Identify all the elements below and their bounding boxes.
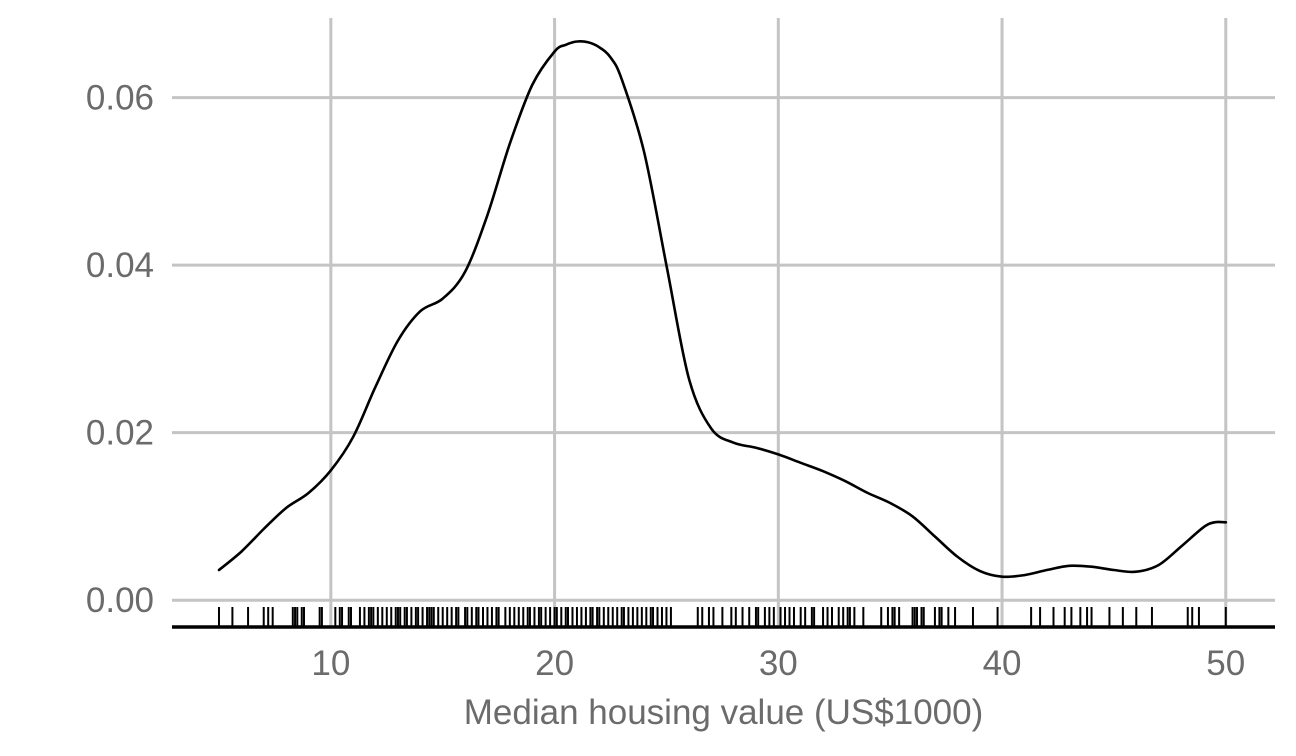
y-tick-label-3: 0.06: [86, 79, 154, 118]
rug-marks: [217, 607, 1227, 627]
x-tick-label-0: 10: [311, 644, 350, 683]
x-tick-label-2: 30: [759, 644, 798, 683]
y-tick-label-0: 0.00: [86, 581, 154, 620]
density-curve: [217, 39, 1228, 579]
y-tick-label-1: 0.02: [86, 414, 154, 453]
y-tick-labels: 0.00 0.02 0.04 0.06: [86, 79, 154, 621]
x-tick-labels: 10 20 30 40 50: [311, 644, 1245, 683]
gridlines: [172, 18, 1275, 627]
x-axis-title: Median housing value (US$1000): [464, 693, 984, 732]
x-tick-label-3: 40: [983, 644, 1022, 683]
x-tick-label-1: 20: [535, 644, 574, 683]
y-tick-label-2: 0.04: [86, 246, 154, 285]
x-tick-label-4: 50: [1206, 644, 1245, 683]
